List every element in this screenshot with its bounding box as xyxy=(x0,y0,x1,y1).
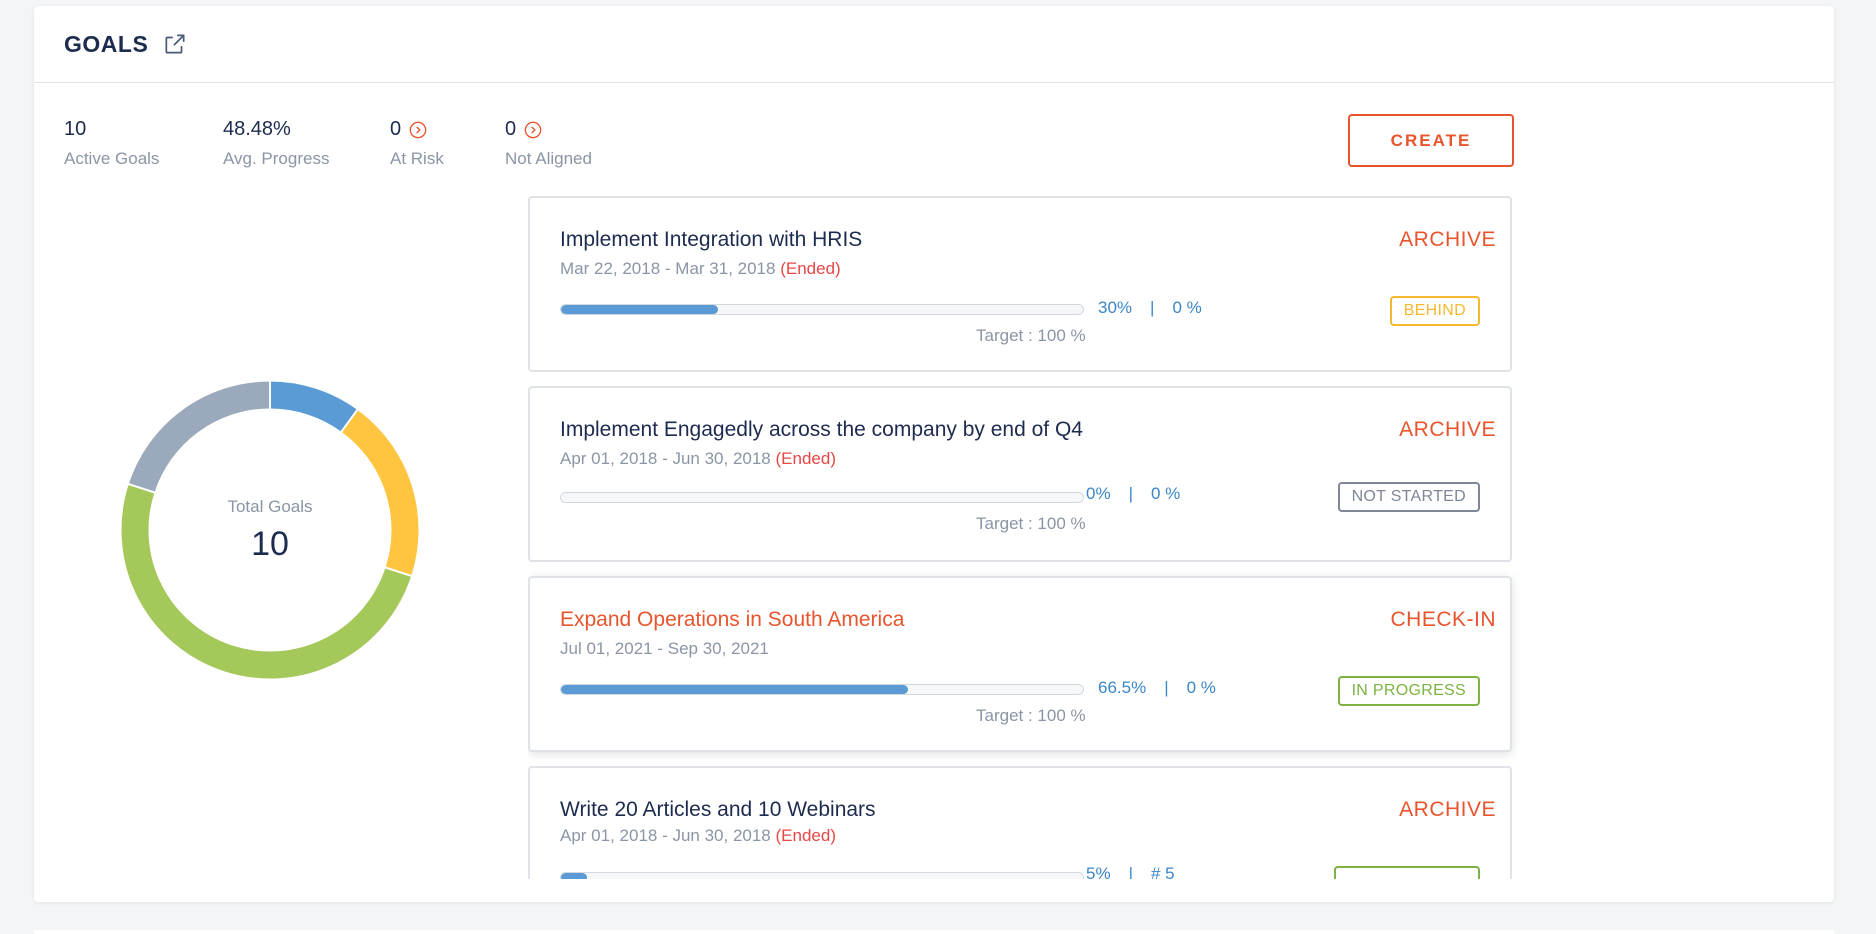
page-title: GOALS xyxy=(64,30,149,57)
progress-percent: 5% xyxy=(1086,864,1111,879)
status-badge: IN PROGRESS xyxy=(1337,676,1480,706)
status-badge: BEHIND xyxy=(1389,296,1480,326)
archive-button[interactable]: ARCHIVE xyxy=(1399,228,1496,251)
stat-not-aligned: 0 Not Aligned xyxy=(505,118,592,169)
progress-bar xyxy=(560,684,1084,695)
status-badge xyxy=(1334,866,1480,879)
goal-title[interactable]: Implement Integration with HRIS xyxy=(560,228,863,251)
stat-value-row: 0 xyxy=(505,118,592,141)
goal-card[interactable]: Implement Engagedly across the company b… xyxy=(528,386,1512,562)
separator: | xyxy=(1128,864,1133,879)
progress-percent: 0% xyxy=(1086,484,1111,503)
goal-date-range: Mar 22, 2018 - Mar 31, 2018 xyxy=(560,259,776,278)
total-goals-donut: Total Goals 10 xyxy=(118,378,422,682)
stat-value: 0 xyxy=(505,118,517,140)
external-link-icon[interactable] xyxy=(162,31,188,57)
donut-segment[interactable] xyxy=(128,381,271,493)
chevron-right-circle-icon[interactable] xyxy=(524,121,542,139)
stat-label: Avg. Progress xyxy=(223,149,330,168)
stat-value: 48.48% xyxy=(223,118,291,140)
chevron-right-circle-icon[interactable] xyxy=(409,121,427,139)
goal-card[interactable]: Implement Integration with HRIS Mar 22, … xyxy=(528,196,1512,372)
stat-label: Not Aligned xyxy=(505,149,592,168)
card-header: GOALS xyxy=(34,6,1834,83)
goal-dates: Mar 22, 2018 - Mar 31, 2018 (Ended) xyxy=(560,259,841,279)
stat-value-row: 0 xyxy=(390,118,444,141)
secondary-value: 0 % xyxy=(1172,298,1202,317)
donut-chart xyxy=(121,380,419,679)
stat-value: 10 xyxy=(64,118,87,140)
separator: | xyxy=(1150,298,1155,317)
progress-fill xyxy=(561,305,718,314)
progress-percent: 66.5% xyxy=(1098,678,1147,697)
donut-separator xyxy=(127,482,156,494)
ended-label: (Ended) xyxy=(775,449,836,468)
secondary-value: 0 % xyxy=(1186,678,1216,697)
progress-fill xyxy=(561,873,588,879)
check-in-button[interactable]: CHECK-IN xyxy=(1390,608,1496,631)
progress-bar xyxy=(560,872,1084,879)
ended-label: (Ended) xyxy=(775,826,836,845)
progress-values: 30% | 0 % xyxy=(1098,298,1202,318)
create-button[interactable]: CREATE xyxy=(1348,114,1514,167)
progress-bar xyxy=(560,304,1084,315)
goal-title[interactable]: Expand Operations in South America xyxy=(560,608,905,631)
ended-label: (Ended) xyxy=(780,259,841,278)
goal-card[interactable]: Write 20 Articles and 10 Webinars Apr 01… xyxy=(528,766,1512,879)
target-label: Target : 100 % xyxy=(976,706,1086,725)
stat-label: Active Goals xyxy=(64,149,160,168)
progress-values: 5% | # 5 xyxy=(1086,864,1175,879)
donut-segment[interactable] xyxy=(341,409,419,576)
donut-label: Total Goals xyxy=(227,496,313,516)
donut-segment[interactable] xyxy=(121,484,412,679)
progress-fill xyxy=(561,685,909,694)
separator: | xyxy=(1128,484,1133,503)
secondary-value: # 5 xyxy=(1151,864,1175,879)
goal-title[interactable]: Write 20 Articles and 10 Webinars xyxy=(560,798,876,821)
stat-at-risk: 0 At Risk xyxy=(390,118,444,169)
progress-bar xyxy=(560,492,1084,503)
stat-active-goals: 10 Active Goals xyxy=(64,118,159,169)
goal-card[interactable]: Expand Operations in South America Jul 0… xyxy=(528,576,1512,752)
stat-value: 0 xyxy=(390,118,402,140)
next-card-edge xyxy=(34,930,1834,934)
goal-title[interactable]: Implement Engagedly across the company b… xyxy=(560,418,1083,441)
goal-date-range: Apr 01, 2018 - Jun 30, 2018 xyxy=(560,449,771,468)
goal-list: Implement Integration with HRIS Mar 22, … xyxy=(528,196,1548,879)
donut-segment[interactable] xyxy=(269,381,358,432)
donut-separator xyxy=(384,566,413,578)
goal-date-range: Jul 01, 2021 - Sep 30, 2021 xyxy=(560,639,769,658)
goal-dates: Apr 01, 2018 - Jun 30, 2018 (Ended) xyxy=(560,449,836,469)
archive-button[interactable]: ARCHIVE xyxy=(1399,798,1496,821)
goal-date-range: Apr 01, 2018 - Jun 30, 2018 xyxy=(560,826,771,845)
goal-dates: Apr 01, 2018 - Jun 30, 2018 (Ended) xyxy=(560,826,836,846)
separator: | xyxy=(1164,678,1169,697)
donut-value: 10 xyxy=(251,524,289,563)
goals-card: GOALS 10 Active Goals 48.48% Avg. Progre… xyxy=(34,6,1834,902)
stat-avg-progress: 48.48% Avg. Progress xyxy=(223,118,329,169)
progress-values: 66.5% | 0 % xyxy=(1098,678,1216,698)
target-label: Target : 100 % xyxy=(976,326,1086,345)
goal-dates: Jul 01, 2021 - Sep 30, 2021 xyxy=(560,639,769,659)
status-badge: NOT STARTED xyxy=(1337,482,1480,512)
archive-button[interactable]: ARCHIVE xyxy=(1399,418,1496,441)
progress-values: 0% | 0 % xyxy=(1086,484,1180,504)
secondary-value: 0 % xyxy=(1151,484,1181,503)
target-label: Target : 100 % xyxy=(976,514,1086,533)
donut-separator xyxy=(340,408,359,434)
stat-label: At Risk xyxy=(390,149,444,168)
donut-center: Total Goals 10 xyxy=(118,378,422,682)
progress-percent: 30% xyxy=(1098,298,1133,317)
